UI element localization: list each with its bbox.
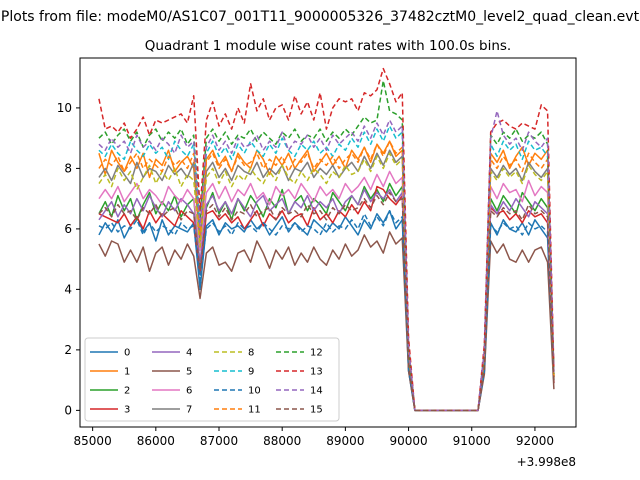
y-tick-label: 8 [64,161,72,175]
x-tick-label: 92000 [516,434,554,448]
legend-label-4: 4 [186,348,192,359]
legend-label-11: 11 [248,405,261,416]
x-axis-offset-label: +3.998e8 [517,455,576,469]
figure-suptitle: Plots from file: modeM0/AS1C07_001T11_90… [1,9,640,25]
y-axis: 0 2 4 6 8 10 [57,101,80,417]
x-axis: 85000 86000 87000 88000 89000 90000 91000 92000 [74,427,554,448]
y-tick-label: 4 [64,282,72,296]
legend-label-15: 15 [310,405,323,416]
y-tick-label: 0 [64,403,72,417]
legend-label-14: 14 [310,386,323,397]
series-line-15 [98,191,555,412]
x-tick-label: 91000 [453,434,491,448]
legend-label-5: 5 [186,367,192,378]
y-tick-label: 2 [64,343,72,357]
x-tick-label: 87000 [200,434,238,448]
legend-label-1: 1 [124,367,130,378]
plot-border [79,57,577,428]
legend-label-6: 6 [186,386,192,397]
y-tick-label: 6 [64,222,72,236]
y-tick-label: 10 [57,101,72,115]
x-tick-label: 86000 [137,434,175,448]
series-line-12 [98,79,555,412]
legend-label-9: 9 [248,367,254,378]
x-tick-label: 89000 [326,434,364,448]
legend-label-3: 3 [124,405,130,416]
legend-label-7: 7 [186,405,192,416]
x-tick-label: 88000 [263,434,301,448]
legend-box [84,337,340,422]
legend-label-13: 13 [310,367,323,378]
legend-label-8: 8 [248,348,254,359]
series-layer [98,67,555,412]
x-tick-label: 85000 [74,434,112,448]
legend-label-0: 0 [124,348,130,359]
chart-title: Quadrant 1 module wise count rates with … [145,38,511,54]
legend-label-12: 12 [310,348,323,359]
x-tick-label: 90000 [389,434,427,448]
legend-label-10: 10 [248,386,261,397]
series-line-14 [98,110,555,412]
legend-label-2: 2 [124,386,130,397]
